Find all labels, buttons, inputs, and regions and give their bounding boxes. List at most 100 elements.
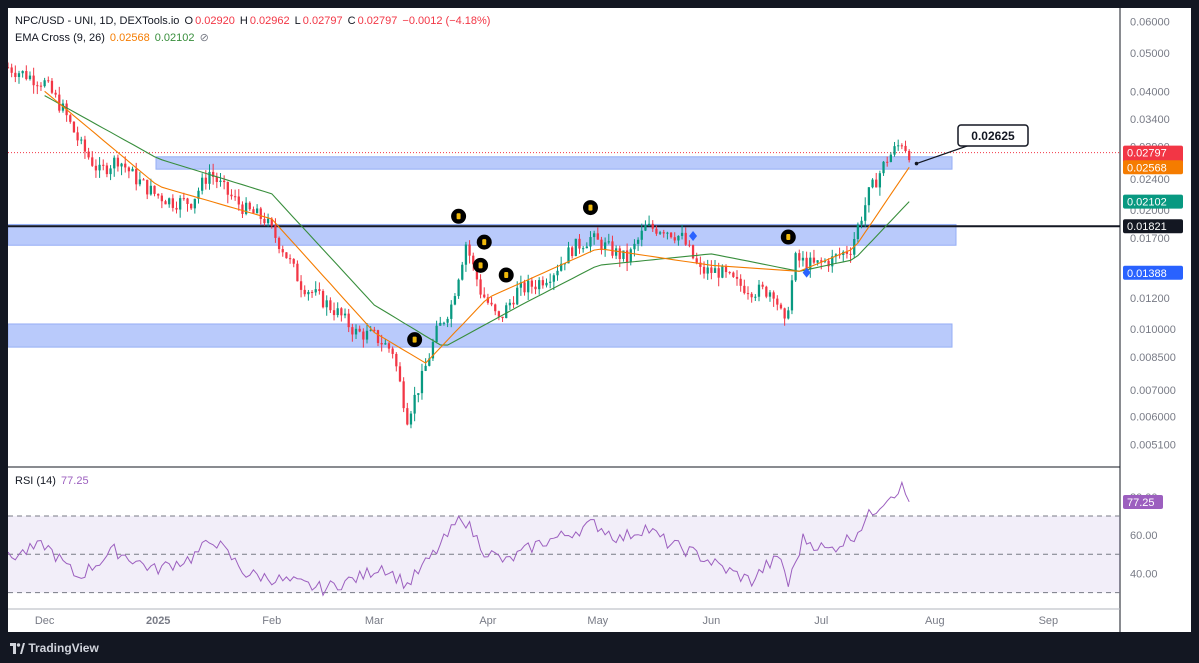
candle-body [146, 179, 149, 195]
candle-body [856, 224, 860, 240]
candle-body [343, 313, 347, 316]
candle-body [54, 92, 57, 95]
candle-body [695, 258, 698, 263]
candle-body [135, 168, 138, 185]
price-callout[interactable] [957, 124, 1029, 147]
sr-zone[interactable] [8, 323, 953, 348]
candle-body [47, 80, 50, 82]
candle-body [127, 167, 131, 172]
price-axis-label [1123, 194, 1183, 209]
candle-body [153, 185, 156, 194]
candle-body [743, 285, 746, 294]
candle-body [230, 194, 233, 197]
branding[interactable]: TradingView [10, 641, 99, 655]
candle-body [83, 139, 87, 152]
hide-indicator-icon[interactable]: ⊘ [199, 32, 209, 44]
candle-body [578, 238, 581, 249]
candle-body [882, 161, 885, 174]
candle-body [871, 179, 874, 188]
candle-body [204, 177, 207, 184]
ema-title[interactable]: EMA Cross (9, 26) [15, 32, 105, 44]
price-tick-label: 0.006000 [1130, 412, 1176, 424]
candle-body [501, 316, 504, 319]
candle-body [486, 297, 490, 303]
candle-body [321, 291, 325, 308]
time-tick-label: Apr [479, 615, 496, 627]
candle-body [834, 254, 838, 257]
candle-body [776, 298, 779, 305]
candle-body [761, 284, 764, 287]
candle-body [508, 302, 512, 306]
price-tick-label: 0.04000 [1130, 86, 1170, 98]
candle-body [439, 322, 442, 326]
rsi-axis-label [1123, 495, 1163, 510]
time-tick-label: Jul [814, 615, 828, 627]
sr-zone[interactable] [155, 156, 953, 170]
candle-body [772, 292, 775, 299]
callout-pointer [916, 144, 971, 165]
candle-body [812, 257, 816, 263]
time-tick-label: Mar [365, 615, 384, 627]
symbol-name[interactable]: NPC/USD - UNI, 1D, DEXTools.io [15, 15, 180, 27]
candle-body [325, 300, 328, 308]
rsi-title[interactable]: RSI (14) [15, 475, 56, 487]
candle-body [395, 353, 398, 367]
candle-body [409, 413, 413, 425]
support-marker-icon [689, 231, 698, 242]
candle-body [424, 365, 427, 371]
candle-body [757, 284, 761, 297]
candle-body [644, 225, 647, 231]
candle-body [603, 242, 607, 251]
candle-body [867, 187, 871, 206]
candle-body [662, 232, 665, 234]
candle-body [197, 190, 200, 199]
candle-body [625, 250, 629, 263]
candle-body [277, 237, 281, 250]
candle-body [413, 394, 416, 414]
candle-body [160, 195, 163, 202]
candle-body [622, 250, 625, 259]
candle-body [237, 196, 240, 205]
candle-body [475, 264, 479, 280]
time-tick-label: 2025 [146, 615, 170, 627]
candle-body [186, 198, 189, 204]
candle-body [336, 308, 339, 316]
candle-body [402, 381, 405, 409]
candle-body [571, 247, 574, 257]
candle-body [435, 325, 438, 342]
candle-body [281, 249, 284, 253]
candle-body [72, 121, 76, 133]
candle-body [241, 204, 244, 214]
candle-body [735, 276, 739, 279]
change-value: −0.0012 (−4.18%) [402, 15, 491, 27]
candle-body [201, 177, 204, 191]
candle-body [157, 193, 160, 196]
candle-body [21, 70, 24, 74]
chart-panel: 0.02625 0.06000 0.05000 0.04000 0.03400 0.029… [8, 8, 1191, 632]
candle-body [288, 258, 292, 260]
ema-slow-value: 0.02102 [154, 32, 195, 44]
candle-body [490, 302, 493, 305]
candle-body [699, 262, 702, 267]
candle-body [787, 310, 790, 319]
candle-body [248, 202, 251, 210]
candle-body [58, 94, 61, 111]
candle-body [820, 260, 823, 262]
candle-body [691, 245, 695, 259]
candle-body [534, 286, 537, 290]
price-tick-label: 0.05000 [1130, 48, 1170, 60]
tradingview-logo-icon [10, 643, 25, 654]
open-label: O [184, 15, 194, 27]
candle-body [446, 318, 449, 323]
price-chart[interactable]: 0.02625 0.06000 0.05000 0.04000 0.03400 0.029… [8, 8, 1191, 632]
candle-body [362, 331, 365, 340]
candle-body [886, 161, 889, 163]
price-callout-label: 0.02625 [971, 129, 1015, 143]
candle-body [102, 164, 105, 166]
candle-body [453, 296, 457, 305]
candle-body [472, 255, 475, 265]
candle-body [43, 80, 46, 87]
candle-body [900, 145, 903, 147]
candle-body [721, 266, 724, 278]
